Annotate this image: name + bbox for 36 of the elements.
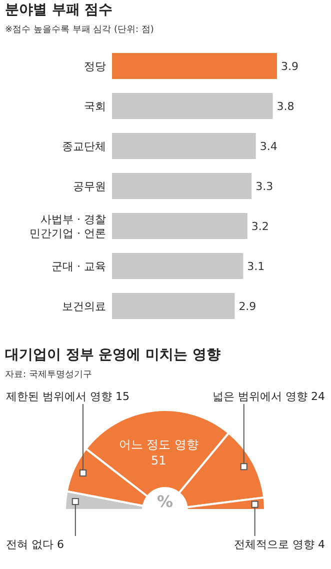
data-label: 2.9 xyxy=(238,300,256,313)
bar xyxy=(112,133,256,159)
y-tick-label: 보건의료 xyxy=(62,300,106,313)
y-tick-label: 종교단체 xyxy=(62,140,106,153)
text: 자료: 국제투명성기구 xyxy=(5,370,92,380)
data-label: 3.4 xyxy=(260,140,278,153)
slice-label: 전혀 없다 xyxy=(6,538,57,551)
text: % xyxy=(156,492,174,511)
slice-label: 제한된 범위에서 영향 xyxy=(6,390,116,403)
bar xyxy=(112,213,248,239)
bar xyxy=(112,253,244,279)
data-label: 24 xyxy=(311,390,325,403)
bar xyxy=(112,173,252,199)
bar xyxy=(112,293,235,319)
y-tick-label: 사법부 · 경찰 민간기업 · 언론 xyxy=(30,213,106,240)
data-label: 4 xyxy=(318,538,325,551)
slice-label: 어느 정도 영향 xyxy=(118,437,198,452)
bar xyxy=(112,53,277,79)
chart-subtitle: ※점수 높을수록 부패 심각 (단위: 점) xyxy=(5,25,154,35)
y-tick-label: 공무원 xyxy=(73,180,106,193)
bar xyxy=(112,93,273,119)
data-label: 15 xyxy=(116,390,130,403)
data-label: 3.1 xyxy=(247,260,265,273)
slice-label: 넓은 범위에서 영향 xyxy=(212,390,311,403)
data-label: 6 xyxy=(57,538,64,551)
data-label: 51 xyxy=(150,453,166,468)
slice-label: 전체적으로 영향 xyxy=(234,538,318,551)
y-tick-label: 국회 xyxy=(84,100,106,113)
data-label: 3.8 xyxy=(276,100,294,113)
chart-title: 분야별 부패 점수 xyxy=(5,2,113,18)
data-label: 3.9 xyxy=(281,60,298,73)
data-label: 3.2 xyxy=(251,220,269,233)
chart-title: 대기업이 정부 운영에 미치는 영향 xyxy=(5,347,220,363)
y-tick-label: 정당 xyxy=(84,60,106,73)
y-tick-label: 군대 · 교육 xyxy=(52,260,106,273)
data-label: 3.3 xyxy=(256,180,274,193)
